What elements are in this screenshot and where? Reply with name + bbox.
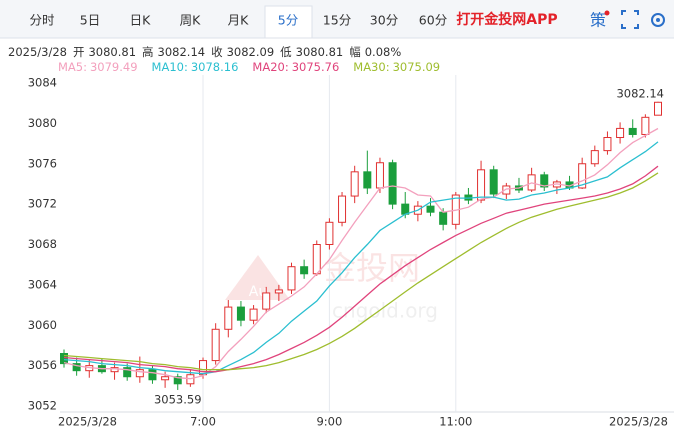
y-tick-label: 3084 [28,76,57,90]
x-tick-label: 9:00 [316,415,342,427]
watermark-site: cngold.org [332,299,438,323]
info-value: 3080.81 [88,45,136,59]
y-tick-label: 3080 [28,116,57,130]
candle-body [72,363,81,372]
legend-value: 3075.76 [292,60,340,74]
info-label: 低 [280,45,292,59]
candle-body [578,163,587,189]
candle-body [236,306,245,321]
candle-body [375,162,384,189]
ma-line [63,127,659,380]
candle-body [135,369,144,378]
fullscreen-icon[interactable] [621,10,639,29]
tab[interactable]: 周K [180,13,202,28]
candle-body [249,308,258,321]
candle-body [173,376,182,385]
info-value: 3080.81 [296,45,344,59]
candle-body [161,376,170,381]
candle-body [350,171,359,197]
candle-body [641,116,650,135]
badge [604,10,610,16]
candle-body [325,221,334,245]
y-tick-label: 3056 [28,358,57,372]
info-label: 开 [73,45,85,59]
y-tick-label: 3052 [28,399,57,413]
candle-body [148,369,157,381]
candle-body [199,360,208,376]
candle-body [628,127,637,135]
min-label: 3053.59 [154,392,202,406]
candle-body [338,195,347,223]
ma-legend: MA5: 3079.49 MA10: 3078.16 MA20: 3075.76 MA30:… [58,60,440,74]
legend-value: 3075.09 [393,60,441,74]
watermark: Au 金投网 cngold.org [225,249,438,323]
selected-tab-bg [264,5,313,39]
tab[interactable]: 15分 [323,13,351,28]
tab[interactable]: 30分 [370,13,398,28]
candle-body [300,266,309,275]
candle-body [274,289,283,294]
strategy-icon[interactable]: 策 [590,11,606,30]
candle-body [616,127,625,139]
legend-name: MA20: [252,60,288,74]
legend-name: MA30: [353,60,389,74]
legend-name: MA10: [152,60,188,74]
candle-body [603,137,612,152]
ma-line [63,172,659,371]
y-tick-label: 3060 [28,318,57,332]
candle-body [224,306,233,330]
info-label: 高 [142,45,154,59]
ma-line [63,141,659,375]
candle-body [287,266,296,291]
candle-body [110,367,119,373]
info-date: 2025/3/28 [8,45,67,59]
x-tick-label: 11:00 [439,415,472,427]
legend-value: 3078.16 [191,60,239,74]
y-tick-label: 3068 [28,237,57,251]
y-tick-label: 3076 [28,156,57,170]
candle-body [211,328,220,362]
y-tick-label: 3072 [28,197,57,211]
x-tick-label: 2025/3/28 [58,415,117,427]
candle-body [540,174,549,188]
tab[interactable]: 日K [130,13,152,28]
candle-body [262,292,271,310]
tab-bar [0,0,674,38]
candle-body [401,203,410,215]
legend-value: 3079.49 [90,60,138,74]
tab[interactable]: 月K [228,13,250,28]
x-tick-label: 7:00 [190,415,216,427]
info-line: 2025/3/28 开 3080.81 高 3082.14 收 3082.09 低 3080.8… [8,45,401,59]
candle-body [502,185,511,195]
candle-body [60,353,68,365]
y-tick-label: 3064 [28,277,57,291]
settings-icon[interactable] [651,13,665,27]
max-label: 3082.14 [616,86,664,100]
candle-body [489,169,498,195]
candle-body [654,101,662,116]
candle-body [439,211,448,225]
info-value: 3082.09 [227,45,275,59]
candle-body [123,367,132,378]
x-tick-label: 2025/3/28 [609,415,668,427]
brand[interactable]: 打开金投网APP [456,11,557,28]
legend-name: MA5: [58,60,87,74]
tab[interactable]: 分时 [29,13,55,28]
candle-body [590,150,599,165]
candle-body [388,162,397,205]
info-label: 收 [211,45,223,59]
info-label: 幅 [349,45,361,59]
tab[interactable]: 5分 [278,13,298,28]
candle-body [312,244,321,275]
info-value: 3082.14 [158,45,206,59]
info-value: 0.08% [365,45,402,59]
watermark-name: 金投网 [324,249,420,287]
ma-line [63,165,659,373]
tab[interactable]: 60分 [419,13,447,28]
candle-body [426,205,435,213]
tab[interactable]: 5日 [80,13,100,28]
candle-body [363,171,372,189]
candle-body [477,169,486,201]
